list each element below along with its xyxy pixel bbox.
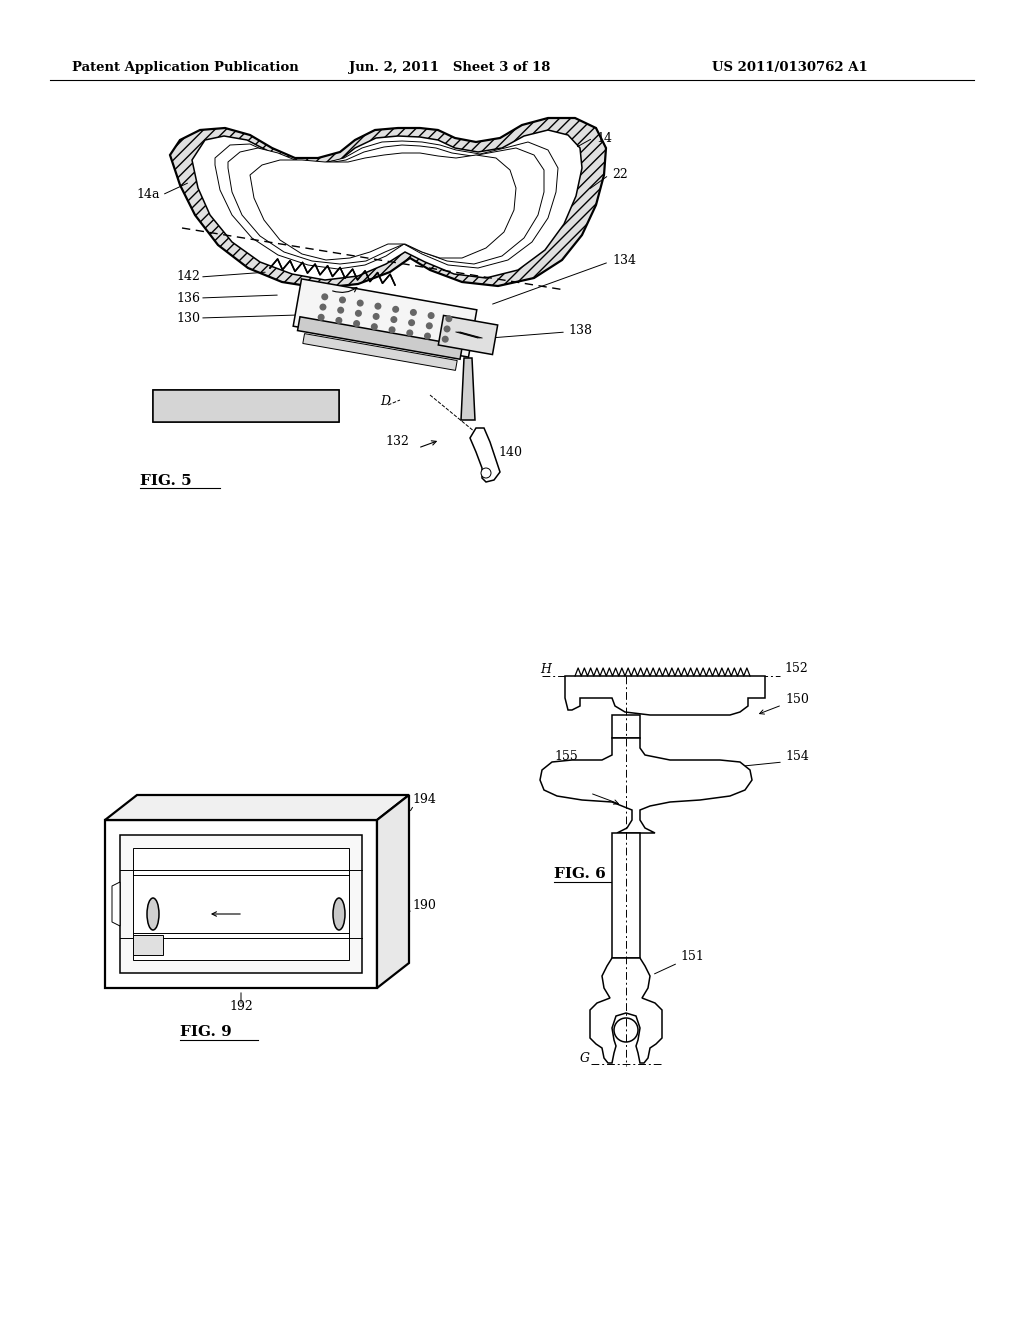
Circle shape [318,314,324,321]
Polygon shape [105,820,377,987]
Circle shape [391,317,396,322]
Text: 153: 153 [564,777,588,791]
Text: FIG. 9: FIG. 9 [180,1026,231,1039]
Text: 142: 142 [176,271,200,284]
Text: 190: 190 [412,899,436,912]
Circle shape [444,326,450,331]
Polygon shape [438,315,498,355]
Circle shape [338,308,343,313]
Text: FIG. 5: FIG. 5 [140,474,191,488]
Text: 192: 192 [229,1001,253,1012]
Circle shape [375,304,381,309]
Text: 162: 162 [180,800,204,813]
Polygon shape [612,715,640,738]
Text: FIG. 6: FIG. 6 [554,867,606,880]
Text: 138: 138 [568,323,592,337]
Circle shape [336,318,342,323]
Polygon shape [170,117,606,288]
Circle shape [389,327,395,333]
Text: 136: 136 [176,292,200,305]
Polygon shape [377,795,409,987]
FancyArrowPatch shape [421,441,436,447]
Text: 151: 151 [680,950,703,964]
Polygon shape [153,389,339,422]
Circle shape [374,314,379,319]
Polygon shape [228,145,544,264]
Text: 130: 130 [176,312,200,325]
Polygon shape [298,317,463,359]
FancyArrowPatch shape [760,706,779,714]
Polygon shape [153,389,339,422]
Circle shape [427,323,432,329]
Ellipse shape [147,898,159,931]
Text: 134: 134 [612,253,636,267]
Polygon shape [133,935,163,954]
Circle shape [481,469,490,478]
Circle shape [614,1018,638,1041]
FancyArrowPatch shape [333,288,356,293]
Text: 194: 194 [412,793,436,807]
Polygon shape [250,153,516,260]
Circle shape [409,319,415,326]
Text: F: F [318,405,327,418]
Polygon shape [540,738,752,833]
Ellipse shape [333,898,345,931]
Polygon shape [590,958,662,1063]
FancyArrowPatch shape [593,793,618,804]
Circle shape [354,321,359,326]
Text: 155: 155 [554,750,578,763]
Text: 14: 14 [596,132,612,144]
Circle shape [393,306,398,312]
Circle shape [357,300,364,306]
Text: D: D [380,395,390,408]
Text: E: E [295,392,304,405]
Text: 152: 152 [784,663,808,675]
Polygon shape [105,795,409,820]
Text: 132: 132 [385,436,409,447]
Polygon shape [565,676,765,715]
Circle shape [340,297,345,302]
Circle shape [355,310,361,315]
Text: 14a: 14a [136,189,160,202]
Polygon shape [193,129,582,280]
Circle shape [425,333,430,339]
Polygon shape [303,334,457,371]
FancyArrowPatch shape [212,912,241,916]
Text: H: H [540,663,551,676]
Circle shape [446,315,452,322]
Text: US 2011/0130762 A1: US 2011/0130762 A1 [712,62,868,74]
Circle shape [442,337,449,342]
Circle shape [428,313,434,318]
Circle shape [321,305,326,310]
Polygon shape [293,279,477,358]
Text: 150: 150 [785,693,809,706]
Text: 140: 140 [498,446,522,459]
Text: 22: 22 [612,169,628,181]
Text: Patent Application Publication: Patent Application Publication [72,62,298,74]
Polygon shape [215,141,558,269]
Circle shape [322,294,328,300]
Polygon shape [133,847,349,960]
Polygon shape [612,833,640,958]
Text: Jun. 2, 2011   Sheet 3 of 18: Jun. 2, 2011 Sheet 3 of 18 [349,62,551,74]
Text: 154: 154 [785,750,809,763]
Polygon shape [112,882,120,927]
Polygon shape [120,836,362,973]
Text: G: G [580,1052,590,1065]
Polygon shape [470,428,500,482]
Circle shape [372,323,377,330]
Circle shape [407,330,413,335]
Circle shape [411,310,416,315]
Polygon shape [461,358,475,420]
